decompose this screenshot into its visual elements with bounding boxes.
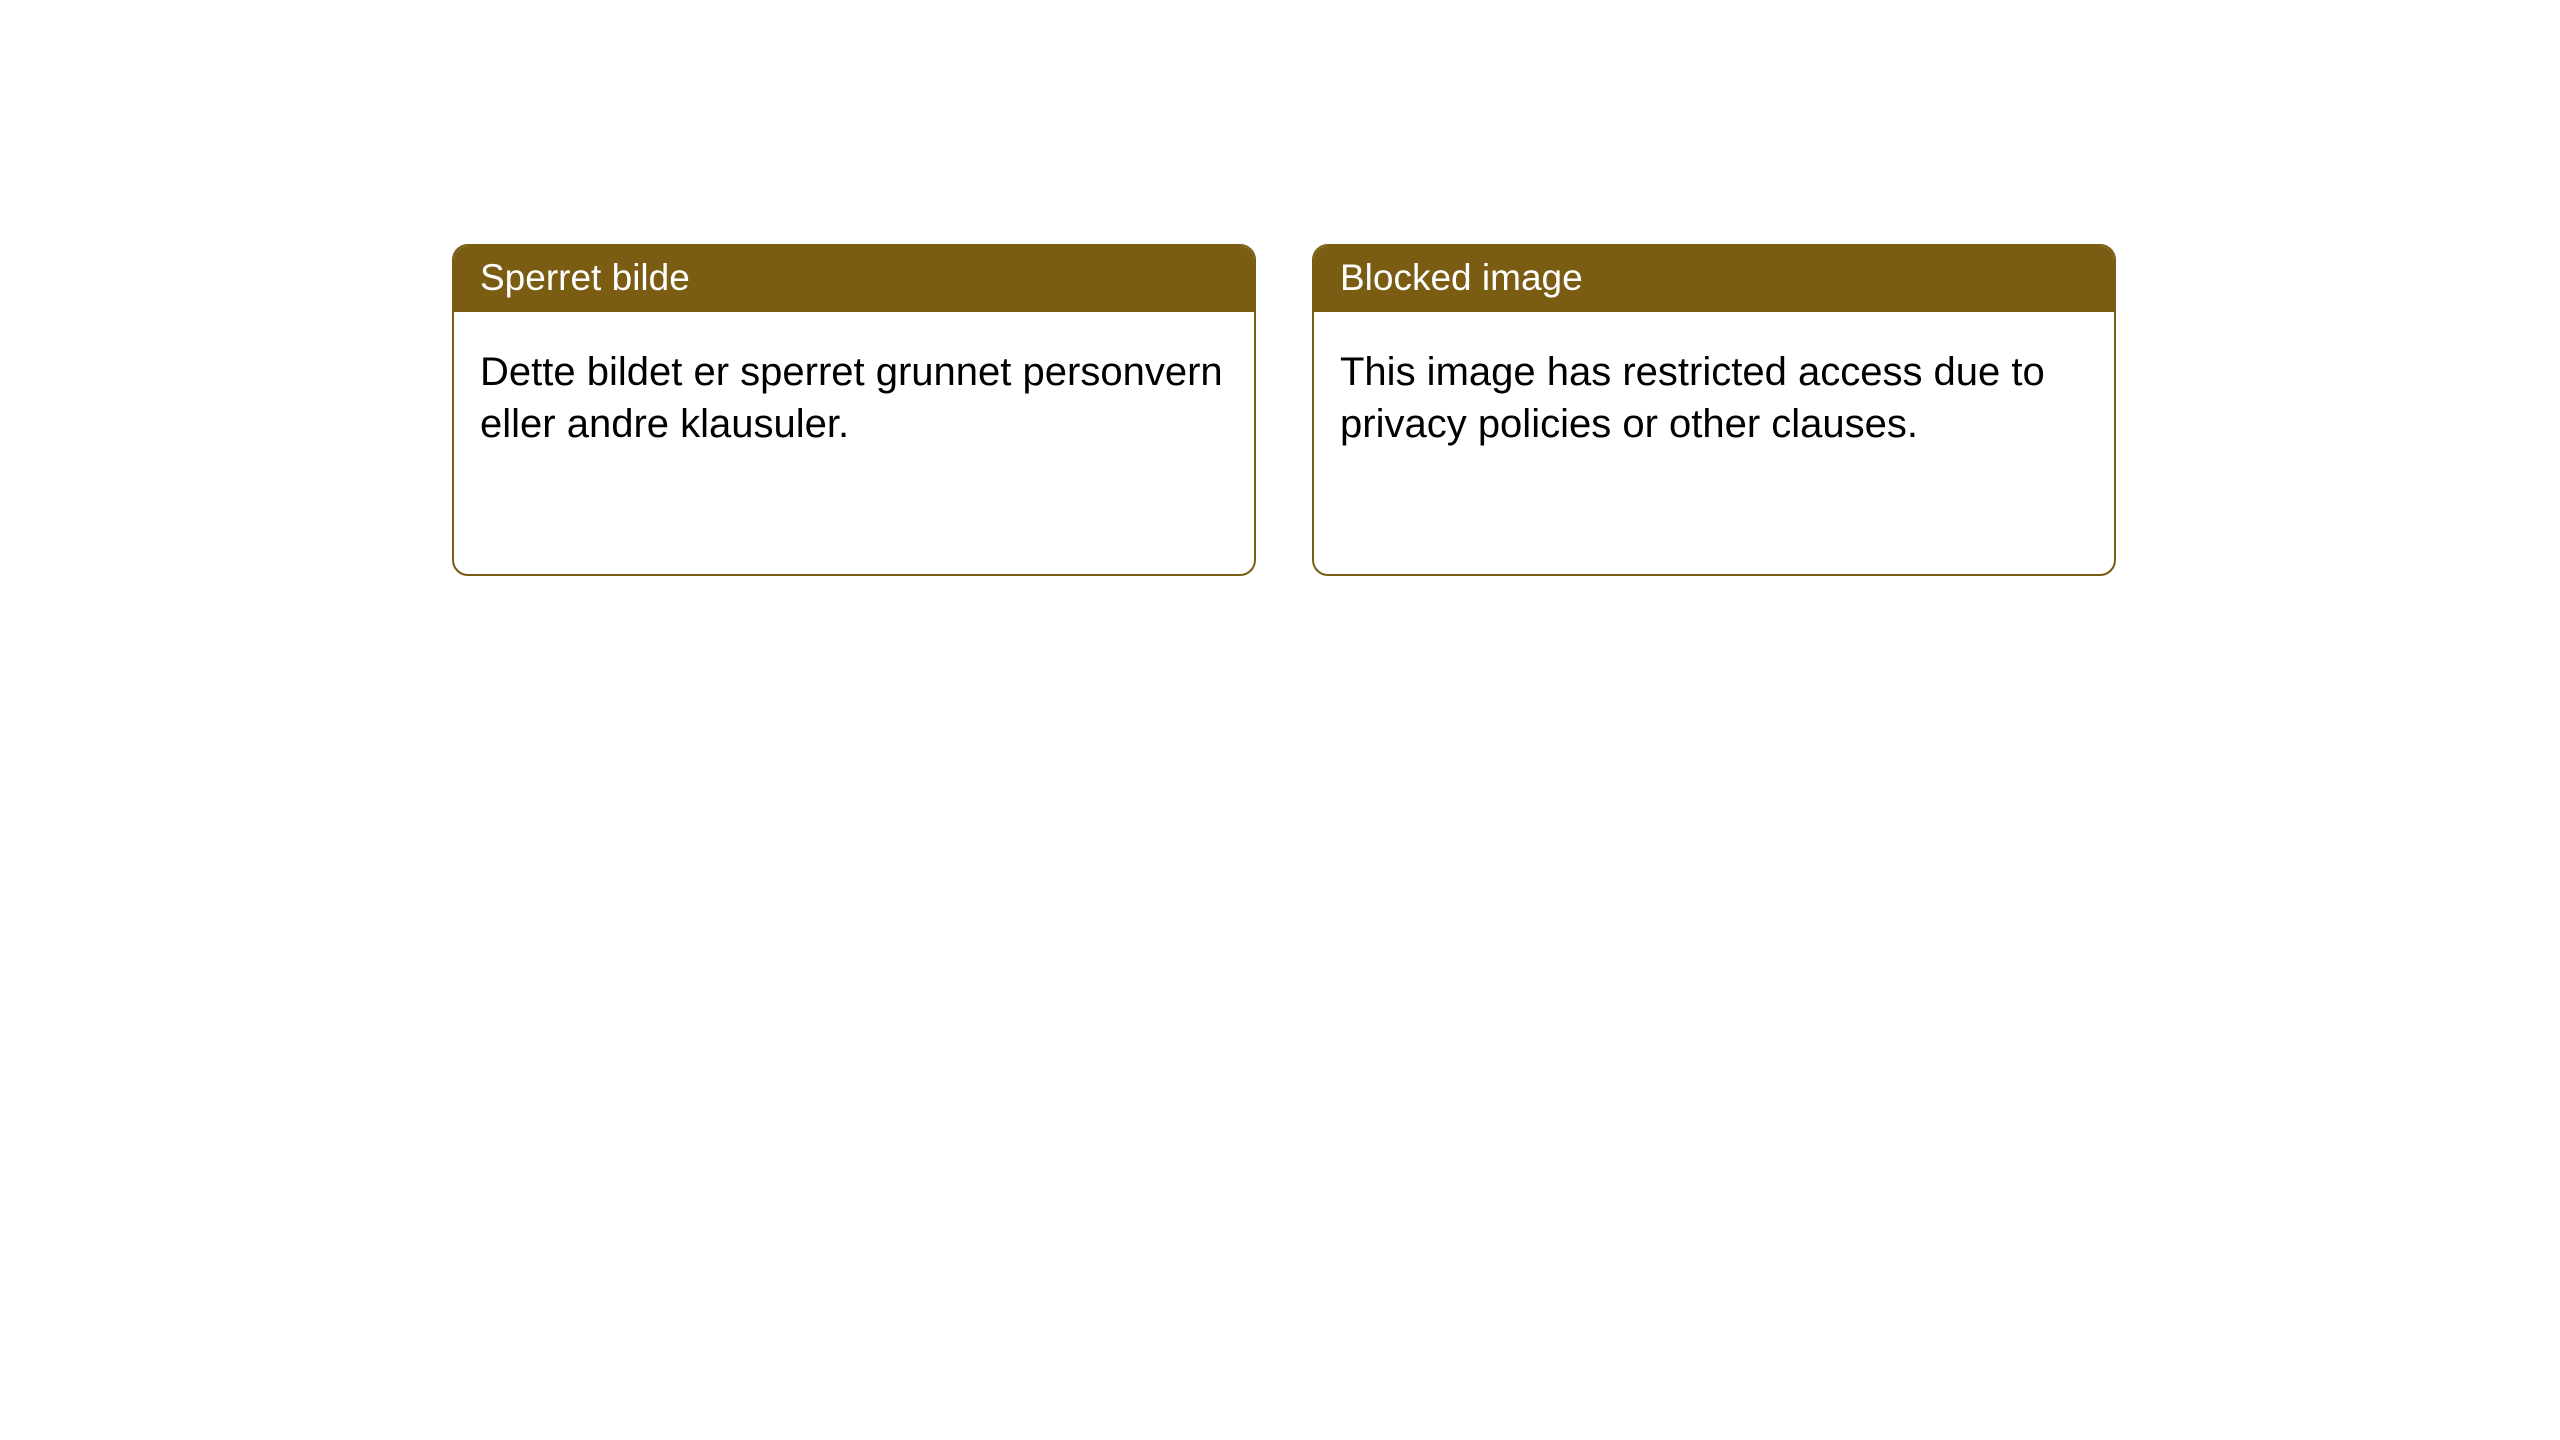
notice-card-english: Blocked image This image has restricted … <box>1312 244 2116 576</box>
notice-body: This image has restricted access due to … <box>1314 312 2114 476</box>
notice-header: Blocked image <box>1314 246 2114 312</box>
notice-body: Dette bildet er sperret grunnet personve… <box>454 312 1254 476</box>
notice-header: Sperret bilde <box>454 246 1254 312</box>
notice-card-norwegian: Sperret bilde Dette bildet er sperret gr… <box>452 244 1256 576</box>
notice-container: Sperret bilde Dette bildet er sperret gr… <box>0 0 2560 576</box>
